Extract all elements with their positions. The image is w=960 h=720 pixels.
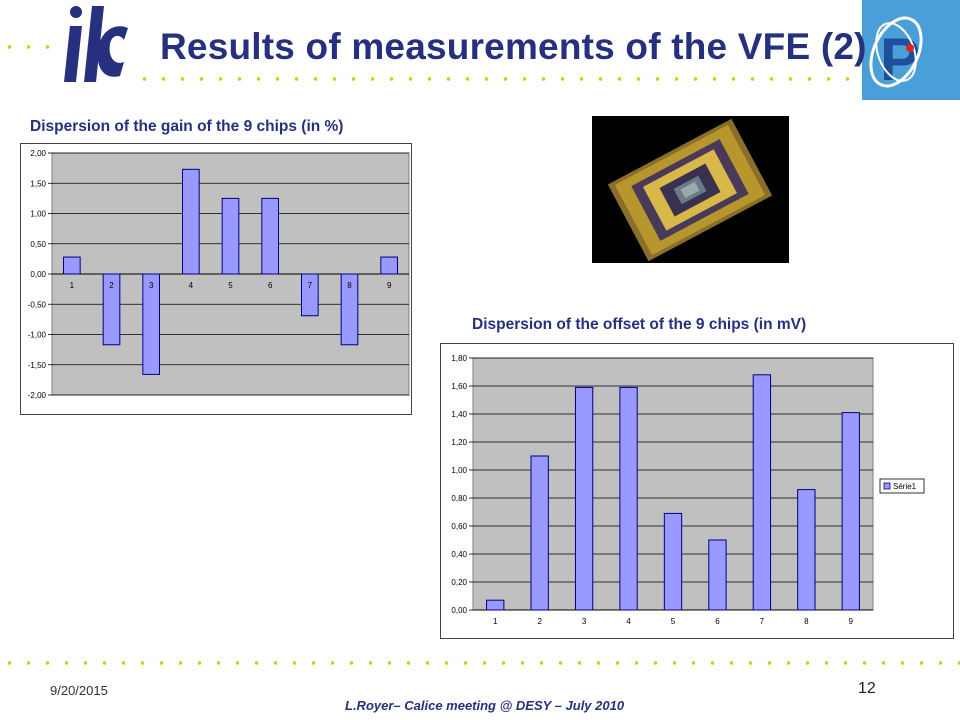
y-tick-label: 1,40 (451, 410, 467, 419)
page-number: 12 (858, 680, 876, 697)
x-tick-label: 6 (268, 281, 273, 290)
y-tick-label: 0,00 (30, 270, 46, 279)
x-tick-label: 7 (760, 617, 765, 626)
gain-chart-title: Dispersion of the gain of the 9 chips (i… (30, 118, 344, 135)
x-tick-label: 9 (387, 281, 392, 290)
y-tick-label: 0,80 (451, 494, 467, 503)
gain-chart: 2,00 1,50 1,00 0,50 0,00 -0,50 -1,00 -1,50 -2,00… (20, 143, 412, 415)
x-tick-label: 5 (228, 281, 233, 290)
y-tick-label: 0,20 (451, 578, 467, 587)
top-dots-right (135, 76, 865, 82)
slide-title: Results of measurements of the VFE (2) (160, 26, 867, 67)
y-tick-label: -0,50 (28, 300, 47, 309)
x-tick-label: 1 (70, 281, 75, 290)
legend-box (879, 478, 925, 494)
chip-photo-icon (592, 116, 789, 263)
bar-chip-1 (486, 599, 505, 611)
x-tick-label: 8 (804, 617, 809, 626)
bar-chip-3 (574, 386, 594, 611)
y-tick-label: 1,00 (451, 466, 467, 475)
bottom-dots (0, 660, 960, 666)
footer-date: 9/20/2015 (50, 683, 108, 698)
x-tick-label: 4 (189, 281, 194, 290)
bar-chip-5 (221, 197, 240, 275)
x-tick-label: 3 (582, 617, 587, 626)
x-tick-label: 1 (493, 617, 498, 626)
offset-chart: 1,80 1,60 1,40 1,20 1,00 0,80 0,60 0,40 0,20 0,00… (440, 343, 954, 639)
x-tick-label: 9 (849, 617, 854, 626)
x-tick-label: 8 (347, 281, 352, 290)
y-tick-label: 1,00 (30, 210, 46, 219)
bar-chip-7 (301, 273, 319, 317)
bar-chip-1 (63, 256, 81, 275)
y-tick-label: 0,00 (451, 606, 467, 615)
footer-credit: L.Royer– Calice meeting @ DESY – July 20… (345, 698, 625, 713)
bar-chip-2 (102, 273, 121, 346)
x-tick-label: 6 (715, 617, 720, 626)
y-tick-label: 2,00 (30, 149, 46, 158)
bar-chip-9 (841, 412, 860, 611)
bar-chip-7 (752, 374, 772, 611)
y-tick-label: 1,20 (451, 438, 467, 447)
bar-chip-8 (340, 273, 359, 346)
y-tick-label: 1,60 (451, 382, 467, 391)
bar-chip-4 (182, 168, 200, 275)
x-tick-label: 5 (671, 617, 676, 626)
top-dots-left (0, 44, 62, 50)
y-tick-label: 1,50 (30, 179, 46, 188)
bar-chip-2 (530, 455, 549, 611)
lpc-logo-icon: P (862, 0, 960, 100)
y-tick-label: 0,40 (451, 550, 467, 559)
bar-chip-3 (142, 273, 160, 375)
bar-chip-9 (380, 256, 398, 275)
ilc-logo-icon (64, 6, 128, 82)
x-tick-label: 2 (537, 617, 542, 626)
legend-label: Série1 (893, 482, 917, 491)
y-tick-label: 1,80 (451, 354, 467, 363)
x-tick-label: 3 (149, 281, 154, 290)
y-tick-label: -2,00 (28, 391, 47, 400)
offset-chart-title: Dispersion of the offset of the 9 chips … (472, 316, 807, 333)
bar-chip-6 (708, 539, 727, 611)
x-tick-label: 7 (308, 281, 313, 290)
y-tick-label: 0,50 (30, 240, 46, 249)
y-tick-label: -1,00 (28, 331, 47, 340)
bar-chip-8 (797, 489, 816, 611)
x-tick-label: 4 (626, 617, 631, 626)
y-tick-label: -1,50 (28, 361, 47, 370)
y-tick-label: 0,60 (451, 522, 467, 531)
bar-chip-6 (261, 197, 279, 275)
legend-swatch (883, 482, 891, 490)
x-tick-label: 2 (109, 281, 114, 290)
bar-chip-5 (663, 512, 683, 611)
bar-chip-4 (619, 386, 638, 611)
